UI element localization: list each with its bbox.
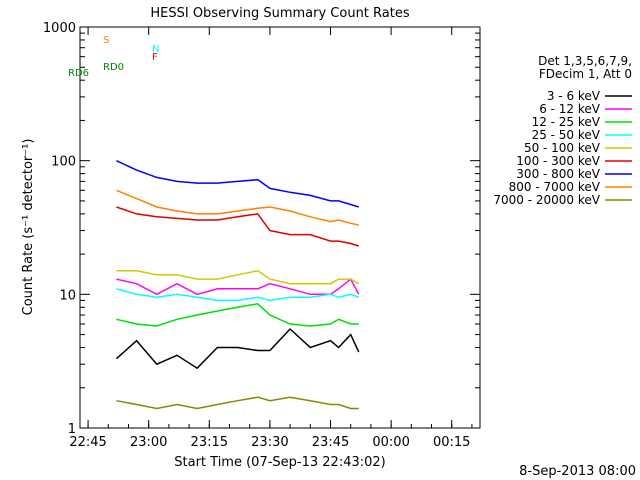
y-tick-label: 100 [51,155,76,170]
legend-entry-label: 300 - 800 keV [516,167,600,181]
y-tick-label: 1 [68,422,76,437]
chart-marks: S NF RD0 RD6 [68,35,360,410]
legend-entry-label: 25 - 50 keV [532,128,601,142]
date-stamp: 8-Sep-2013 08:00 [519,464,636,479]
x-axis-label: Start Time (07-Sep-13 22:43:02) [174,455,385,470]
legend-entry-label: 6 - 12 keV [539,102,601,116]
plot-frame [79,26,481,429]
series-line [116,160,360,208]
y-tick-label: 1000 [43,21,76,36]
flag-label: F [152,52,158,63]
legend-entry-label: 7000 - 20000 keV [493,193,600,207]
flag-label: N [152,44,159,55]
series-line [116,277,360,296]
y-axis-label: Count Rate (s⁻¹ detector⁻¹) [21,139,36,316]
legend-header: FDecim 1, Att 0 [539,67,632,81]
x-tick-label: 00:00 [372,435,409,450]
x-tick-label: 00:15 [433,435,470,450]
x-tick-label: 23:30 [251,435,288,450]
legend-entry-label: 12 - 25 keV [532,115,601,129]
x-tick-label: 23:45 [312,435,349,450]
x-axis-ticks: 22:45 23:00 23:15 23:30 23:45 00:00 00:15 [69,27,473,450]
legend-entry-label: 3 - 6 keV [547,89,601,103]
chart-title: HESSI Observing Summary Count Rates [150,6,409,21]
legend: Det 1,3,5,6,7,9,FDecim 1, Att 0 3 - 6 keV… [493,54,632,207]
flag-label: RD6 [68,68,89,79]
series-line [116,270,360,285]
legend-entry-label: 800 - 7000 keV [509,180,601,194]
legend-entry-label: 100 - 300 keV [516,154,600,168]
x-tick-label: 23:15 [191,435,228,450]
x-tick-label: 23:00 [130,435,167,450]
series-line [116,288,360,302]
series-line [116,396,359,410]
y-tick-label: 10 [59,288,76,303]
flag-label: RD0 [103,62,124,73]
series-line [116,206,360,247]
plot-area: S NF RD0 RD6 22:45 23:00 23:15 23:30 23:45 00:00… [43,21,481,450]
series-line [116,302,359,327]
flag-label: S [103,35,109,46]
x-tick-label: 22:45 [69,435,106,450]
legend-header: Det 1,3,5,6,7,9, [538,54,632,68]
series-line [116,189,359,226]
series-line [115,327,360,370]
legend-entry-label: 50 - 100 keV [524,141,601,155]
y-axis-ticks: 1 10 100 1000 [43,21,480,437]
